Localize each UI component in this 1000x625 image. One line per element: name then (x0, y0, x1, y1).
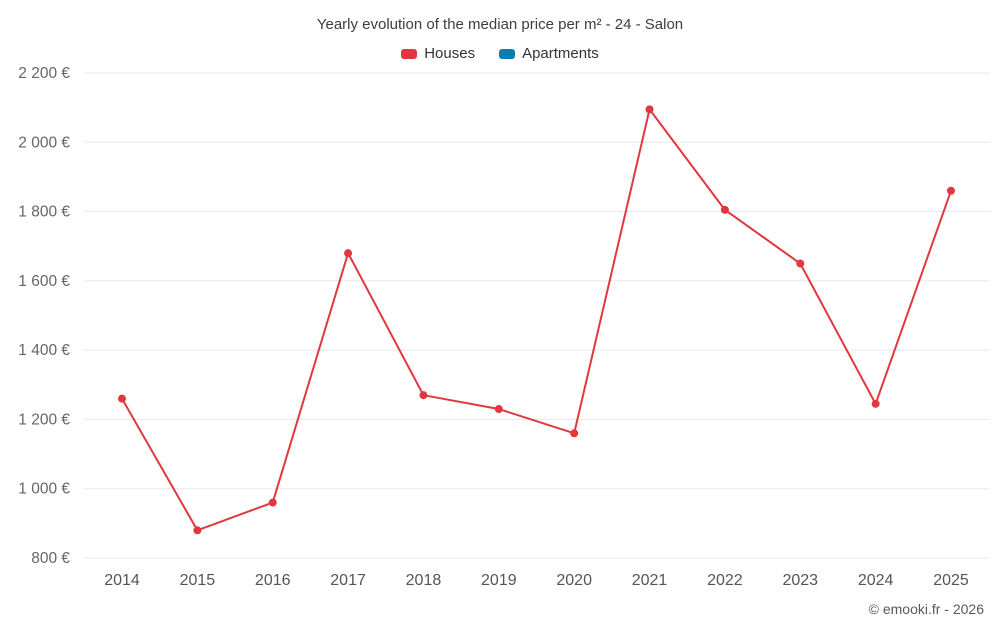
data-point-houses[interactable] (947, 186, 955, 195)
x-axis-tick-label: 2020 (556, 572, 592, 589)
chart-title: Yearly evolution of the median price per… (316, 16, 684, 33)
data-point-houses[interactable] (344, 249, 353, 258)
legend-item-apartments[interactable]: Apartments (499, 45, 599, 62)
y-axis-tick-label: 1 400 € (18, 342, 70, 359)
x-axis-tick-label: 2023 (782, 572, 818, 589)
x-axis-tick-label: 2022 (707, 572, 743, 589)
data-point-houses[interactable] (720, 205, 729, 214)
data-point-houses[interactable] (419, 391, 428, 400)
data-point-houses[interactable] (570, 429, 579, 438)
legend-item-houses[interactable]: Houses (401, 45, 475, 62)
y-axis-tick-label: 800 € (31, 550, 70, 567)
y-axis-tick-label: 1 000 € (18, 481, 70, 498)
data-point-houses[interactable] (118, 394, 126, 403)
y-axis-tick-label: 1 600 € (18, 273, 70, 290)
x-axis-tick-label: 2018 (406, 572, 442, 589)
data-point-houses[interactable] (871, 399, 880, 408)
data-point-houses[interactable] (645, 105, 654, 114)
x-axis-tick-label: 2021 (632, 572, 668, 589)
copyright-note: © emooki.fr - 2026 (868, 601, 984, 617)
data-point-houses[interactable] (796, 259, 805, 268)
legend-label-houses: Houses (424, 45, 476, 62)
apartments-series-swatch-icon (499, 48, 516, 59)
x-axis-tick-label: 2025 (933, 572, 969, 589)
y-axis-tick-label: 1 800 € (18, 204, 70, 221)
x-axis-tick-label: 2015 (180, 572, 216, 589)
data-point-houses[interactable] (494, 405, 503, 414)
y-axis-tick-label: 1 200 € (18, 411, 70, 428)
legend-label-apartments: Apartments (522, 45, 599, 62)
houses-series-swatch-icon (401, 48, 418, 59)
x-axis-tick-label: 2017 (330, 572, 366, 589)
data-point-houses[interactable] (193, 526, 202, 535)
series-line-houses (121, 108, 952, 532)
y-axis-tick-label: 2 000 € (18, 134, 70, 151)
x-axis-tick-label: 2016 (255, 572, 291, 589)
x-axis-tick-label: 2024 (858, 572, 894, 589)
x-axis-tick-label: 2014 (104, 572, 140, 589)
x-axis-tick-label: 2019 (481, 572, 517, 589)
chart-legend: Houses Apartments (0, 45, 1000, 62)
data-point-houses[interactable] (268, 498, 277, 507)
y-axis-tick-label: 2 200 € (18, 65, 70, 82)
